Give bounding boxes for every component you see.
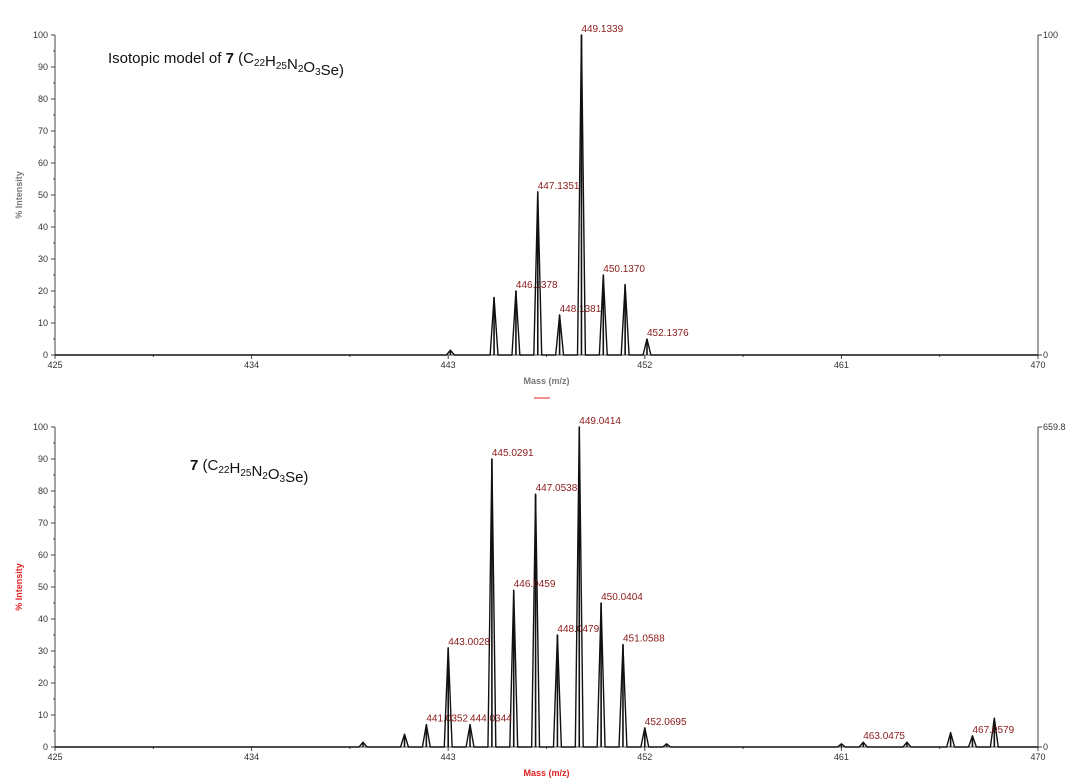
y-tick-label: 70 xyxy=(38,518,48,528)
y-tick-label: 80 xyxy=(38,94,48,104)
y-tick-label: 0 xyxy=(43,742,48,752)
x-axis-title: Mass (m/z) xyxy=(523,768,569,778)
x-axis-title: Mass (m/z) xyxy=(523,376,569,386)
experimental-spectrum: 0 10 20 30 40 50 60 70 80 90 100 425 434 443 452 461 470… xyxy=(14,416,1066,778)
peak-label: 449.0414 xyxy=(579,416,621,427)
spectrum-trace xyxy=(55,34,1038,356)
right-axis-bottom-label: 0 xyxy=(1043,742,1048,752)
y-tick-label: 10 xyxy=(38,710,48,720)
y-tick-label: 0 xyxy=(43,350,48,360)
x-tick-label: 434 xyxy=(244,752,259,762)
right-axis-top-label: 100 xyxy=(1043,30,1058,40)
peak-label: 447.1351 xyxy=(538,181,580,192)
peak-label: 451.0588 xyxy=(623,634,665,645)
y-tick-label: 80 xyxy=(38,486,48,496)
spectrum-annotation: Isotopic model of 7 (C22H25N2O3Se) xyxy=(108,50,344,79)
x-tick-label: 443 xyxy=(441,360,456,370)
y-tick-label: 100 xyxy=(33,30,48,40)
y-tick-label: 30 xyxy=(38,646,48,656)
y-tick-label: 20 xyxy=(38,286,48,296)
y-tick-label: 10 xyxy=(38,318,48,328)
y-tick-label: 20 xyxy=(38,678,48,688)
y-tick-label: 30 xyxy=(38,254,48,264)
peak-label: 452.0695 xyxy=(645,717,687,728)
x-tick-label: 443 xyxy=(441,752,456,762)
x-tick-label: 461 xyxy=(834,360,849,370)
spectrum-annotation: 7 (C22H25N2O3Se) xyxy=(190,457,308,486)
y-tick-label: 50 xyxy=(38,582,48,592)
peak-label: 450.1370 xyxy=(603,264,645,275)
y-tick-label: 90 xyxy=(38,454,48,464)
right-axis-bottom-label: 0 xyxy=(1043,350,1048,360)
x-tick-label: 452 xyxy=(637,360,652,370)
peak-label: 447.0538 xyxy=(536,483,578,494)
right-axis-top-label: 659.8 xyxy=(1043,422,1066,432)
peak-label: 452.1376 xyxy=(647,328,689,339)
y-axis-title: % Intensity xyxy=(14,563,24,611)
y-tick-label: 40 xyxy=(38,614,48,624)
y-tick-label: 40 xyxy=(38,222,48,232)
peak-label: 443.0028 xyxy=(448,637,490,648)
y-tick-label: 60 xyxy=(38,550,48,560)
y-tick-label: 100 xyxy=(33,422,48,432)
peak-label: 445.0291 xyxy=(492,448,534,459)
x-tick-label: 461 xyxy=(834,752,849,762)
y-axis-title: % Intensity xyxy=(14,171,24,219)
y-tick-label: 60 xyxy=(38,158,48,168)
peak-label: 450.0404 xyxy=(601,592,643,603)
y-tick-label: 90 xyxy=(38,62,48,72)
peak-label: 463.0475 xyxy=(863,731,905,742)
x-tick-label: 425 xyxy=(47,360,62,370)
peak-label: 449.1339 xyxy=(581,24,623,35)
y-tick-label: 70 xyxy=(38,126,48,136)
spectrum-trace xyxy=(55,426,1038,748)
y-tick-label: 50 xyxy=(38,190,48,200)
x-tick-label: 470 xyxy=(1030,360,1045,370)
x-tick-label: 425 xyxy=(47,752,62,762)
x-tick-label: 470 xyxy=(1030,752,1045,762)
isotopic-model-spectrum: 0 10 20 30 40 50 60 70 80 90 100 425 434 443 452 461 470… xyxy=(14,24,1058,386)
x-tick-label: 434 xyxy=(244,360,259,370)
x-tick-label: 452 xyxy=(637,752,652,762)
